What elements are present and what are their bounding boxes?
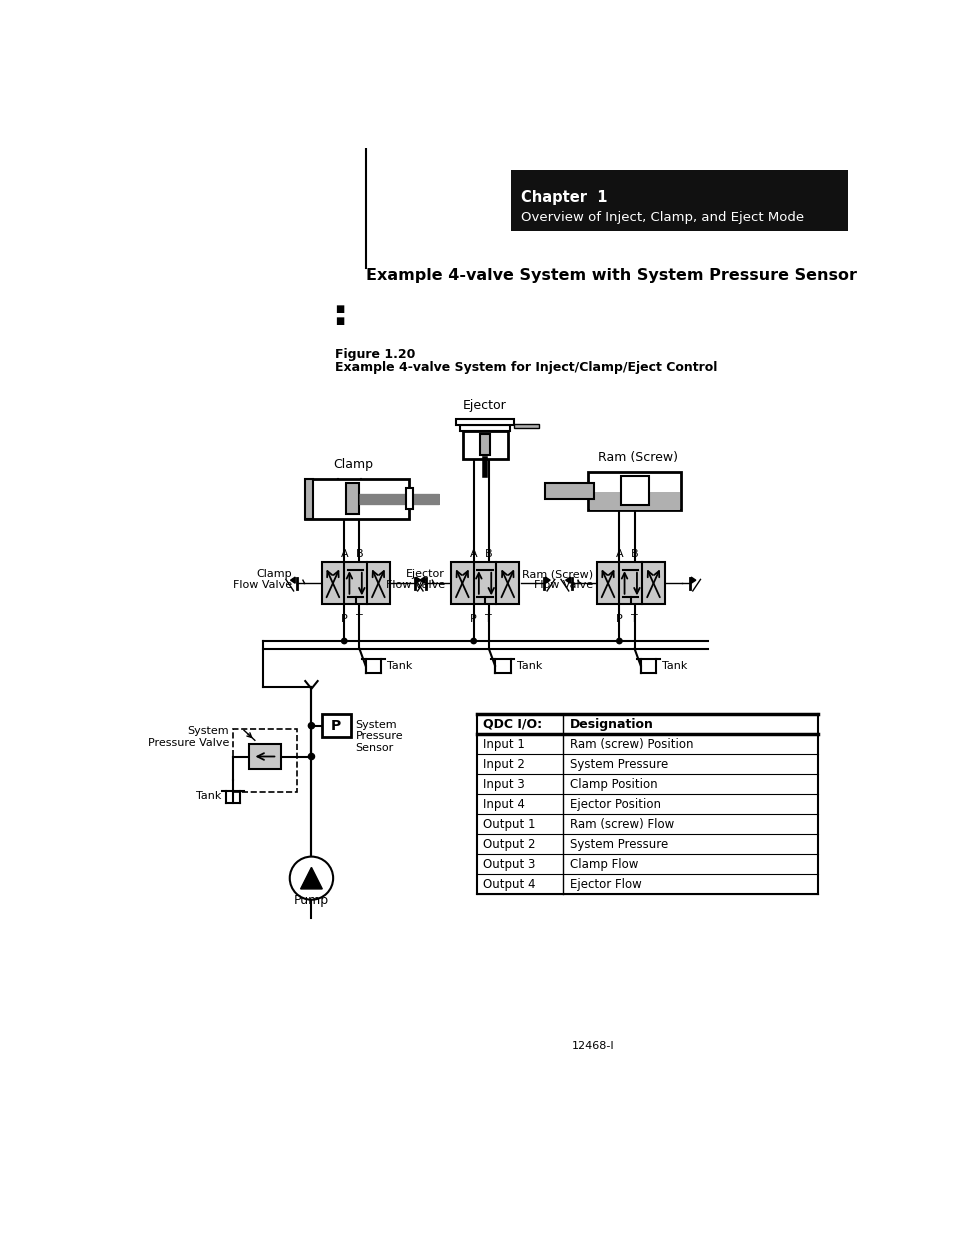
Text: T: T (485, 614, 492, 624)
Text: Ram (Screw): Ram (Screw) (521, 569, 592, 579)
Text: Clamp: Clamp (256, 569, 292, 579)
Text: P: P (331, 719, 341, 732)
Text: System Pressure: System Pressure (570, 837, 668, 851)
Bar (305, 478, 409, 519)
Circle shape (308, 753, 314, 760)
Text: T: T (631, 614, 638, 624)
Circle shape (616, 638, 621, 643)
Text: ■: ■ (335, 304, 344, 314)
Bar (321, 714, 351, 737)
Bar (321, 562, 390, 604)
Text: Clamp Flow: Clamp Flow (570, 858, 638, 871)
Text: 12468-I: 12468-I (572, 1041, 615, 1051)
Polygon shape (419, 577, 424, 583)
Bar (587, 472, 680, 510)
Text: Ram (screw) Position: Ram (screw) Position (570, 737, 693, 751)
Text: Flow Valve: Flow Valve (533, 580, 592, 590)
Bar (459, 425, 509, 431)
Text: Tank: Tank (387, 661, 413, 671)
Text: B: B (484, 550, 492, 559)
Text: Output 1: Output 1 (483, 818, 536, 831)
Bar (451, 562, 518, 604)
Text: Example 4-valve System for Inject/Clamp/Eject Control: Example 4-valve System for Inject/Clamp/… (335, 361, 717, 374)
Bar (456, 419, 513, 425)
Bar (589, 493, 679, 509)
Text: Flow Valve: Flow Valve (385, 580, 444, 590)
Text: Ejector Flow: Ejector Flow (570, 878, 641, 890)
Text: B: B (630, 550, 638, 559)
Polygon shape (691, 577, 695, 583)
Bar (305, 478, 313, 519)
Bar (462, 431, 507, 458)
Text: A: A (340, 550, 348, 559)
Text: Ram (Screw): Ram (Screw) (598, 451, 678, 464)
Text: Ram (screw) Flow: Ram (screw) Flow (570, 818, 674, 831)
Circle shape (308, 722, 314, 729)
Text: Tank: Tank (517, 661, 541, 671)
Bar (620, 477, 648, 505)
Text: A: A (470, 550, 477, 559)
Text: Output 2: Output 2 (483, 837, 536, 851)
Text: B: B (355, 550, 363, 559)
Text: Input 2: Input 2 (483, 758, 525, 771)
Polygon shape (291, 577, 294, 583)
Text: Input 4: Input 4 (483, 798, 525, 810)
Text: Designation: Designation (570, 718, 654, 731)
Bar (596, 562, 664, 604)
Text: Pump: Pump (294, 894, 329, 908)
Text: P: P (470, 614, 476, 624)
Text: QDC I/O:: QDC I/O: (483, 718, 542, 731)
Text: Input 1: Input 1 (483, 737, 525, 751)
Text: System Pressure: System Pressure (570, 758, 668, 771)
Text: Output 3: Output 3 (483, 858, 536, 871)
Bar (249, 745, 281, 769)
Text: Clamp Position: Clamp Position (570, 778, 658, 790)
Text: Ejector: Ejector (463, 399, 506, 411)
Text: Tank: Tank (196, 790, 221, 800)
Bar (513, 424, 537, 427)
Text: T: T (355, 614, 362, 624)
Bar (545, 483, 593, 499)
Text: Figure 1.20: Figure 1.20 (335, 348, 415, 362)
Polygon shape (565, 577, 570, 583)
Text: Input 3: Input 3 (483, 778, 525, 790)
Text: System
Pressure
Sensor: System Pressure Sensor (355, 720, 403, 753)
Circle shape (341, 638, 347, 643)
Bar (510, 169, 847, 231)
Text: Ejector Position: Ejector Position (570, 798, 660, 810)
Text: Chapter  1: Chapter 1 (521, 190, 607, 205)
Polygon shape (300, 867, 322, 889)
Polygon shape (416, 577, 420, 583)
Circle shape (471, 638, 476, 643)
Circle shape (290, 857, 333, 900)
Text: Tank: Tank (661, 661, 687, 671)
Bar (405, 488, 413, 509)
Text: ■: ■ (335, 316, 344, 326)
Text: P: P (340, 614, 347, 624)
Bar (479, 433, 490, 456)
Text: Example 4-valve System with System Pressure Sensor: Example 4-valve System with System Press… (365, 268, 856, 283)
Text: Ejector: Ejector (405, 569, 444, 579)
Text: A: A (615, 550, 622, 559)
Bar (589, 496, 679, 510)
Text: Output 4: Output 4 (483, 878, 536, 890)
Bar (345, 483, 359, 514)
Text: P: P (616, 614, 622, 624)
Text: Clamp: Clamp (333, 458, 373, 471)
Bar (233, 729, 296, 792)
Text: System
Pressure Valve: System Pressure Valve (148, 726, 229, 748)
Text: Flow Valve: Flow Valve (233, 580, 292, 590)
Polygon shape (545, 577, 550, 583)
Text: Overview of Inject, Clamp, and Eject Mode: Overview of Inject, Clamp, and Eject Mod… (521, 211, 803, 225)
